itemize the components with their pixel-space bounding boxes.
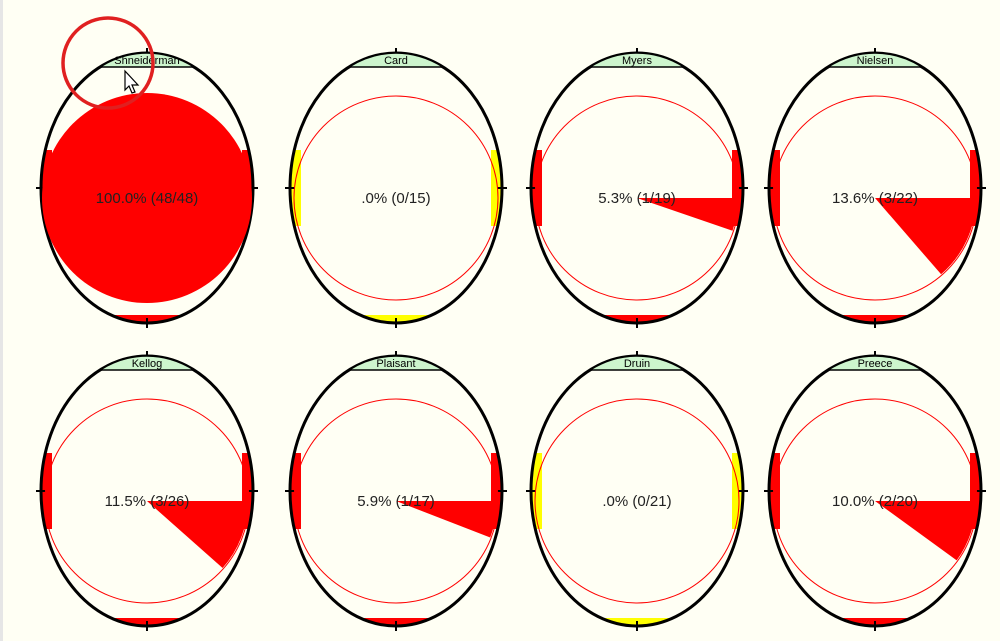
marker-left <box>769 150 780 226</box>
pie-frame <box>39 354 255 628</box>
name-label: Kellog <box>132 358 163 370</box>
pie-slice <box>875 198 976 275</box>
pie-plaisant[interactable]: Plaisant 5.9% (1/17) <box>285 351 507 631</box>
value-label: 5.3% (1/19) <box>598 190 676 207</box>
name-tab[interactable] <box>825 355 925 371</box>
value-label: 11.5% (3/26) <box>105 493 190 510</box>
pie-myers[interactable]: Myers 5.3% (1/19) <box>526 48 748 328</box>
pie-slice <box>396 501 497 538</box>
marker-right <box>242 453 253 529</box>
percent-label: 5.9% <box>357 493 391 510</box>
value-label: 13.6% (3/22) <box>832 190 918 207</box>
marker-right <box>970 150 981 226</box>
pie-ring <box>293 398 499 604</box>
value-label: 5.9% (1/17) <box>357 493 435 510</box>
name-label: Plaisant <box>376 358 415 370</box>
name-label: Card <box>384 55 408 67</box>
pie-kellog[interactable]: Kellog 11.5% (3/26) <box>36 351 258 631</box>
pie-ring <box>534 95 740 301</box>
pie-frame <box>767 51 983 325</box>
selection-highlight-circle <box>61 16 155 110</box>
count-label: (3/26) <box>150 493 189 510</box>
marker-right <box>491 453 502 529</box>
pie-ring <box>44 398 250 604</box>
percent-label: .0% <box>361 190 387 207</box>
marker-left <box>41 453 52 529</box>
pie-preece[interactable]: Preece 10.0% (2/20) <box>764 351 986 631</box>
value-label: .0% (0/15) <box>361 190 430 207</box>
pie-ring <box>772 398 978 604</box>
pie-frame <box>767 354 983 628</box>
count-label: (3/22) <box>879 190 918 207</box>
name-label: Preece <box>858 358 893 370</box>
marker-left <box>531 453 542 529</box>
name-tab[interactable] <box>825 52 925 68</box>
pie-ring <box>772 95 978 301</box>
percent-label: .0% <box>602 493 628 510</box>
marker-right <box>491 150 502 226</box>
pie-ring <box>534 398 740 604</box>
pie-card[interactable]: Card .0% (0/15) <box>285 48 507 328</box>
name-label: Myers <box>622 55 652 67</box>
marker-left <box>290 150 301 226</box>
pie-frame <box>288 51 504 325</box>
pie-nielsen[interactable]: Nielsen 13.6% (3/22) <box>764 48 986 328</box>
pie-shneiderman[interactable]: Shneiderman 100.0% (48/48) <box>36 16 258 328</box>
pie-slice <box>147 501 248 568</box>
count-label: (48/48) <box>151 190 199 207</box>
count-label: (2/20) <box>879 493 918 510</box>
value-label: 10.0% (2/20) <box>832 493 918 510</box>
window-edge <box>0 0 3 641</box>
count-label: (1/17) <box>396 493 435 510</box>
mouse-cursor-icon <box>124 69 140 94</box>
percent-label: 10.0% <box>832 493 875 510</box>
pie-frame <box>288 354 504 628</box>
marker-left <box>531 150 542 226</box>
percent-label: 11.5% <box>105 493 146 510</box>
name-tab[interactable] <box>97 355 197 371</box>
percent-label: 5.3% <box>598 190 632 207</box>
name-label: Shneiderman <box>114 55 179 67</box>
name-label: Nielsen <box>857 55 894 67</box>
pie-slice <box>637 198 738 231</box>
name-tab[interactable] <box>587 52 687 68</box>
marker-left <box>290 453 301 529</box>
percent-label: 13.6% <box>832 190 875 207</box>
marker-left <box>769 453 780 529</box>
name-tab[interactable] <box>346 355 446 371</box>
pie-druin[interactable]: Druin .0% (0/21) <box>526 351 748 631</box>
count-label: (1/19) <box>637 190 676 207</box>
name-label: Druin <box>624 358 650 370</box>
count-label: (0/21) <box>632 493 671 510</box>
pie-slice <box>42 93 252 303</box>
name-tab[interactable] <box>346 52 446 68</box>
pie-frame <box>529 51 745 325</box>
marker-right <box>732 453 743 529</box>
count-label: (0/15) <box>391 190 430 207</box>
marker-right <box>732 150 743 226</box>
marker-right <box>970 453 981 529</box>
value-label: 100.0% (48/48) <box>96 190 199 207</box>
percent-label: 100.0% <box>96 190 147 207</box>
pie-ring <box>293 95 499 301</box>
name-tab[interactable] <box>587 355 687 371</box>
pie-frame <box>529 354 745 628</box>
pie-slice <box>875 501 976 561</box>
value-label: .0% (0/21) <box>602 493 671 510</box>
